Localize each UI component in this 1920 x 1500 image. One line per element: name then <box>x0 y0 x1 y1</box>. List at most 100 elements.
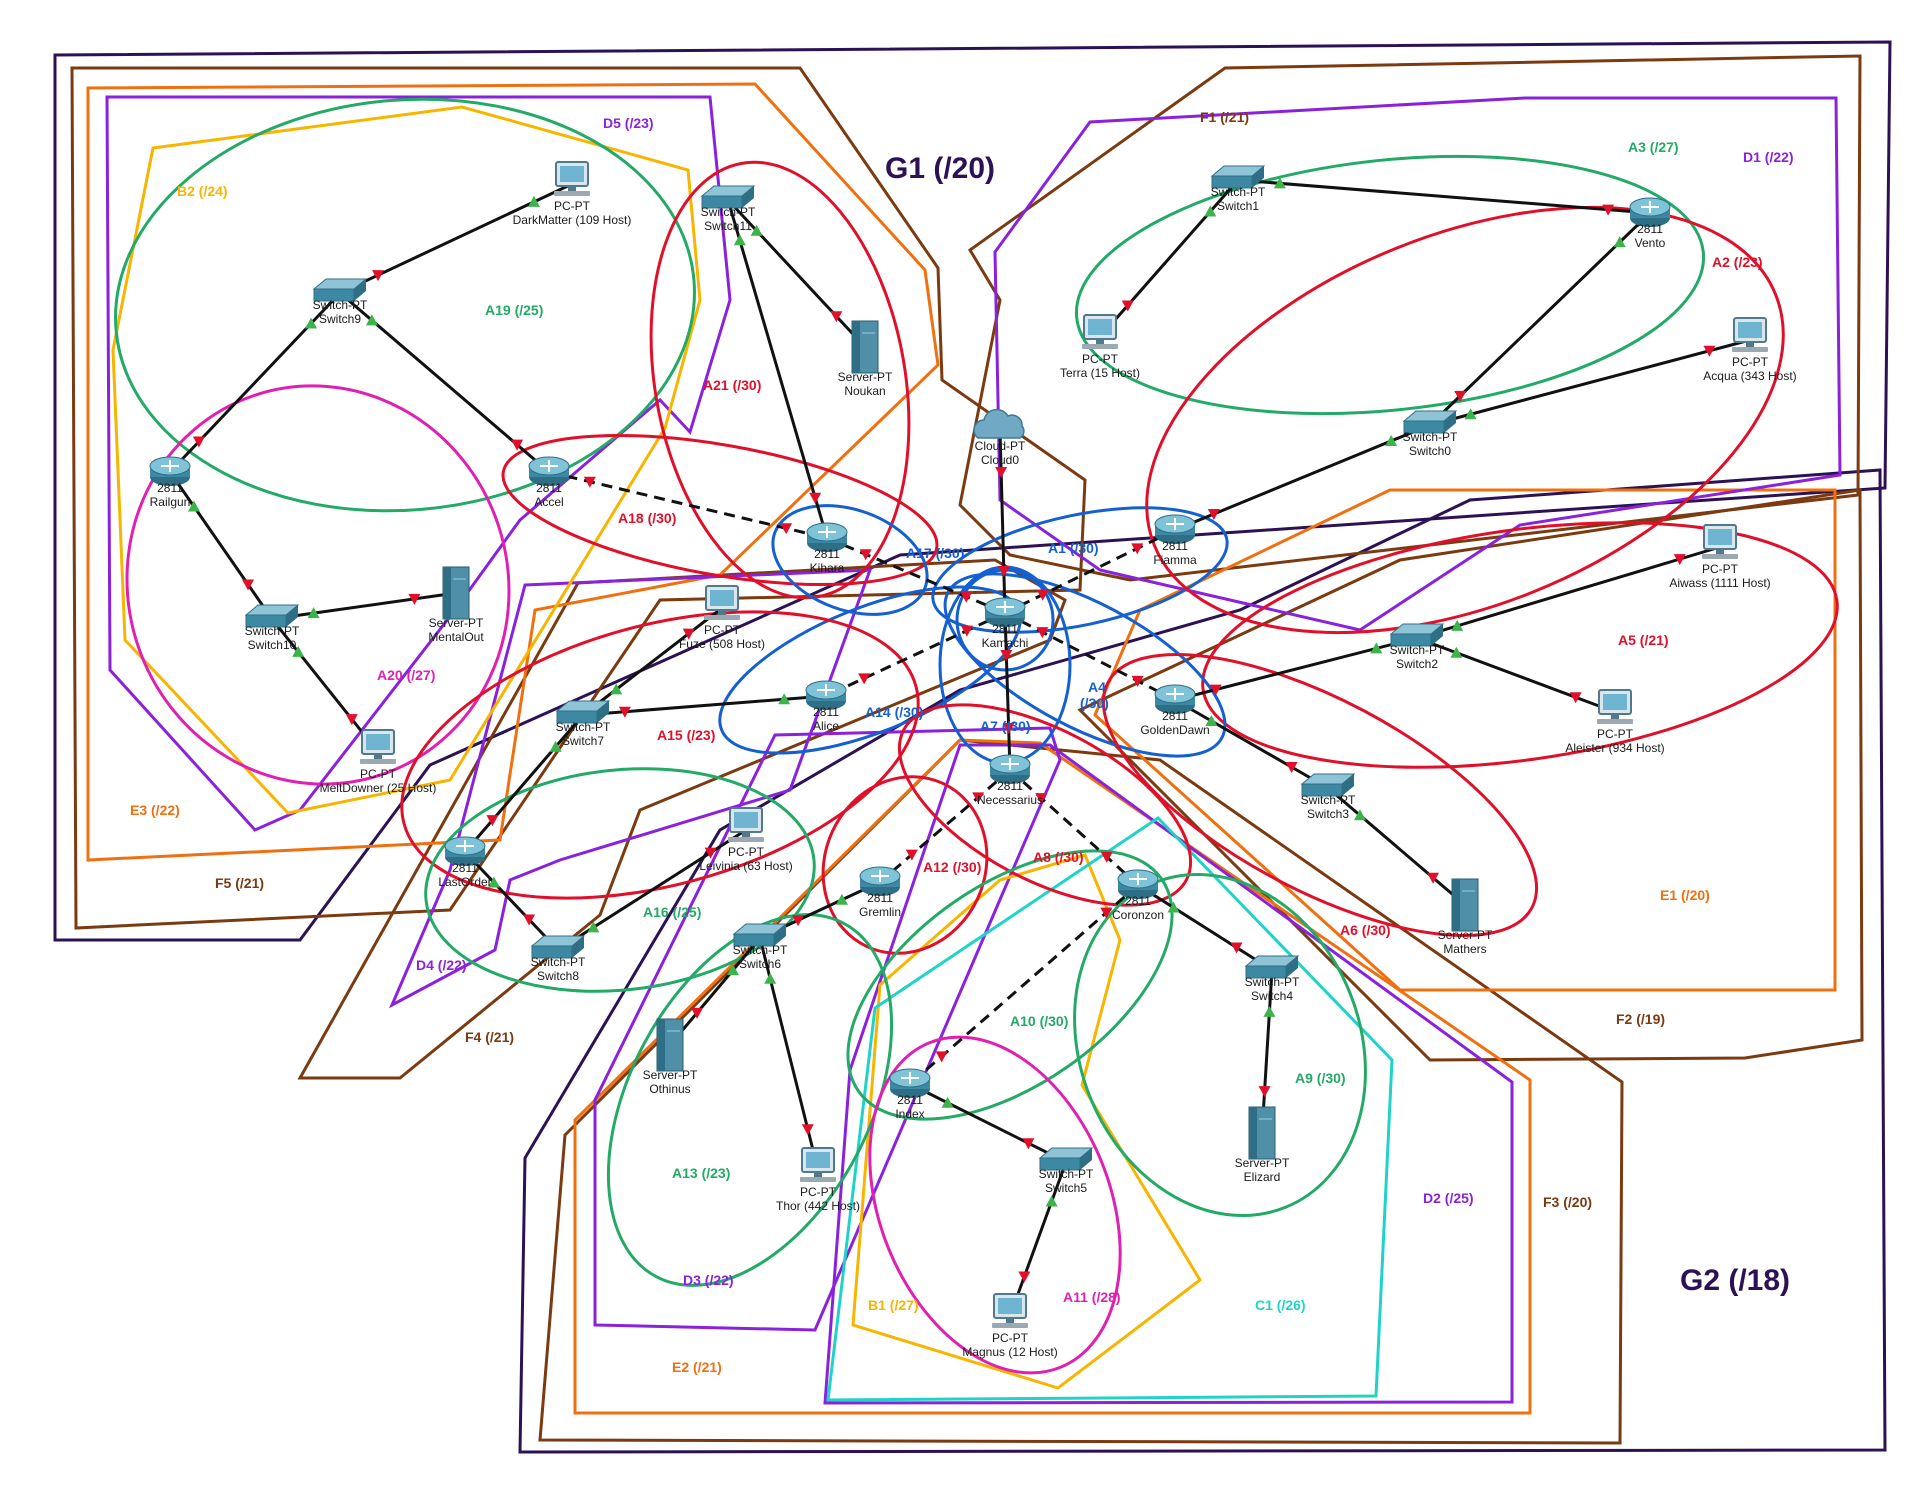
device-meltdowner-pc-icon[interactable]: PC-PT MeltDowner (25 Host) <box>320 729 437 795</box>
device-label-line: Server-PT <box>1438 928 1493 942</box>
device-gremlin-router-icon[interactable]: 2811 Gremlin <box>859 866 901 919</box>
link-up-indicator <box>1204 205 1217 217</box>
device-switch1-switch-icon[interactable]: Switch-PT Switch1 <box>1210 165 1266 213</box>
device-necessarius-router-icon[interactable]: 2811 Necessarius <box>977 754 1043 807</box>
device-terra-pc-icon[interactable]: PC-PT Terra (15 Host) <box>1060 314 1140 380</box>
device-label-line: Aiwass (1111 Host) <box>1669 576 1770 590</box>
device-kamachi-router-icon[interactable]: 2811 Kamachi <box>982 597 1029 650</box>
device-aiwass-pc-icon[interactable]: PC-PT Aiwass (1111 Host) <box>1669 524 1771 590</box>
device-switch9-switch-icon[interactable]: Switch-PT Switch9 <box>312 278 368 326</box>
link-down-indicator <box>1207 509 1220 521</box>
device-label-line: PC-PT <box>728 845 765 859</box>
device-label-line: PC-PT <box>992 1331 1029 1345</box>
device-switch8-switch-icon[interactable]: Switch-PT Switch8 <box>530 935 586 983</box>
link-switch4-elizard <box>1260 969 1274 1134</box>
device-label: Server-PT Elizard <box>1235 1156 1290 1184</box>
link-down-indicator <box>1209 684 1222 696</box>
zone-f2-boundary <box>1077 488 1864 1062</box>
link-necessarius-coronzon <box>1008 768 1140 887</box>
label-a16: A16 (/25) <box>643 904 701 920</box>
device-label: 2811 Index <box>895 1093 924 1121</box>
link-up-indicator <box>187 500 200 512</box>
device-label: 2811 Kihara <box>810 547 845 575</box>
device-acqua-pc-icon[interactable]: PC-PT Acqua (343 Host) <box>1703 317 1797 383</box>
device-elizard-server-icon[interactable]: Server-PT Elizard <box>1235 1106 1290 1184</box>
device-label: Switch-PT Switch9 <box>313 298 368 326</box>
device-label-line: 2811 <box>992 622 1018 636</box>
network-devices: PC-PT DarkMatter (109 Host)Switch-PT Switc… <box>149 161 1797 1359</box>
link-up-indicator <box>1273 177 1286 189</box>
device-label-line: Switch-PT <box>733 943 788 957</box>
device-switch6-switch-icon[interactable]: Switch-PT Switch6 <box>732 923 788 971</box>
link-up-indicator <box>1353 809 1366 821</box>
link-down-indicator <box>618 706 631 718</box>
device-othinus-server-icon[interactable]: Server-PT Othinus <box>643 1018 698 1096</box>
zone-a13-boundary <box>606 913 894 1287</box>
device-fuze-pc-icon[interactable]: PC-PT Fuze (508 Host) <box>679 585 765 651</box>
device-alice-router-icon[interactable]: 2811 Alice <box>805 680 847 733</box>
device-label: 2811 Gremlin <box>859 891 901 919</box>
device-switch11-switch-icon[interactable]: Switch-PT Switch11 <box>700 185 756 233</box>
label-a2: A2 (/23) <box>1712 254 1763 270</box>
device-label-line: Switch-PT <box>1403 430 1458 444</box>
zone-a15-boundary <box>400 610 920 900</box>
device-switch10-switch-icon[interactable]: Switch-PT Switch10 <box>244 604 300 652</box>
device-darkmatter-pc-icon[interactable]: PC-PT DarkMatter (109 Host) <box>513 161 632 227</box>
zone-a12-boundary <box>821 775 989 955</box>
device-thor-pc-icon[interactable]: PC-PT Thor (442 Host) <box>776 1147 860 1213</box>
device-accel-router-icon[interactable]: 2811 Accel <box>528 456 570 509</box>
device-mentalout-server-icon[interactable]: Server-PT MentalOut <box>428 566 484 644</box>
device-mathers-server-icon[interactable]: Server-PT Mathers <box>1438 878 1493 956</box>
label-e2: E2 (/21) <box>672 1359 722 1375</box>
link-down-indicator <box>511 439 524 451</box>
device-switch2-switch-icon[interactable]: Switch-PT Switch2 <box>1389 623 1445 671</box>
zone-a2-boundary <box>1145 205 1785 635</box>
zone-c1-boundary <box>826 816 1394 1402</box>
link-switch11-kihara <box>726 199 829 539</box>
link-up-indicator <box>307 607 320 619</box>
zone-a9-boundary <box>1073 872 1367 1218</box>
device-coronzon-router-icon[interactable]: 2811 Coronzon <box>1112 869 1164 922</box>
device-label: Cloud-PT Cloud0 <box>975 439 1026 467</box>
zone-a17-boundary <box>771 504 929 616</box>
link-lastorder-switch8 <box>463 850 560 952</box>
device-magnus-pc-icon[interactable]: PC-PT Magnus (12 Host) <box>962 1293 1058 1359</box>
link-down-indicator <box>859 549 872 561</box>
device-switch3-switch-icon[interactable]: Switch-PT Switch3 <box>1300 773 1356 821</box>
device-label-line: PC-PT <box>1702 562 1739 576</box>
label-d3: D3 (/22) <box>683 1272 734 1288</box>
device-aleister-pc-icon[interactable]: PC-PT Aleister (934 Host) <box>1565 689 1665 755</box>
device-label-line: Switch3 <box>1307 807 1349 821</box>
zone-a19-boundary <box>114 97 696 513</box>
device-leivinia-pc-icon[interactable]: PC-PT Leivinia (63 Host) <box>699 807 793 873</box>
device-label: Switch-PT Switch6 <box>733 943 788 971</box>
device-railgun-router-icon[interactable]: 2811 Railgun <box>149 456 191 509</box>
device-switch4-switch-icon[interactable]: Switch-PT Switch4 <box>1244 955 1300 1003</box>
device-lastorder-router-icon[interactable]: 2811 LastOrder <box>438 836 492 889</box>
device-noukan-server-icon[interactable]: Server-PT Noukan <box>838 320 893 398</box>
link-up-indicator <box>835 893 848 905</box>
device-switch7-switch-icon[interactable]: Switch-PT Switch7 <box>555 700 611 748</box>
link-down-indicator <box>1285 762 1298 774</box>
device-fiamma-router-icon[interactable]: 2811 Fiamma <box>1153 514 1197 567</box>
label-g2: G2 (/18) <box>1680 1264 1790 1297</box>
device-switch0-switch-icon[interactable]: Switch-PT Switch0 <box>1402 410 1458 458</box>
zone-a6-boundary <box>1101 653 1539 937</box>
zone-a14-boundary <box>718 585 1022 755</box>
device-goldendawn-router-icon[interactable]: 2811 GoldenDawn <box>1140 684 1210 737</box>
device-label-line: Necessarius <box>977 793 1043 807</box>
link-down-indicator <box>960 591 973 603</box>
device-switch5-switch-icon[interactable]: Switch-PT Switch5 <box>1038 1147 1094 1195</box>
device-label-line: Cloud-PT <box>975 439 1026 453</box>
device-label-line: MentalOut <box>428 630 484 644</box>
device-cloud0-cloud-icon[interactable]: Cloud-PT Cloud0 <box>973 408 1026 467</box>
link-down-indicator <box>1000 649 1013 661</box>
device-label-line: Switch11 <box>704 219 752 233</box>
device-label-line: 2811 <box>536 481 562 495</box>
device-kihara-router-icon[interactable]: 2811 Kihara <box>806 522 848 575</box>
link-up-indicator <box>549 740 562 752</box>
device-vento-router-icon[interactable]: 2811 Vento <box>1629 197 1671 250</box>
device-label: 2811 LastOrder <box>438 861 491 889</box>
device-index-router-icon[interactable]: 2811 Index <box>889 1068 931 1121</box>
link-down-indicator <box>1673 554 1686 566</box>
